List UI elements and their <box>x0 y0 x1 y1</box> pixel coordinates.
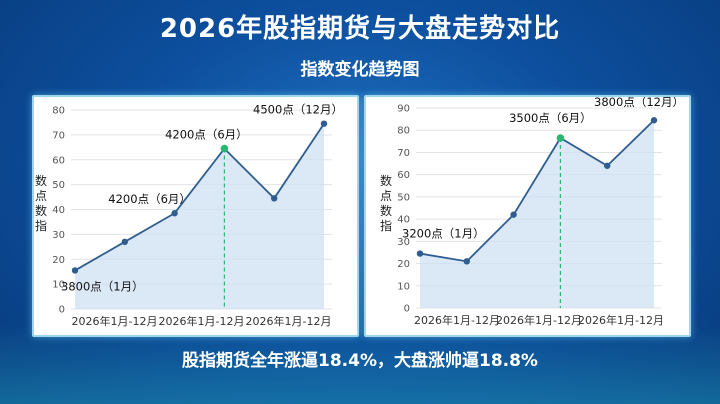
data-label: 4500点（12月） <box>253 103 343 117</box>
data-point <box>171 210 178 217</box>
y-tick-label: 20 <box>397 259 410 270</box>
y-tick-label: 70 <box>52 130 65 141</box>
y-tick-label: 50 <box>52 180 65 191</box>
y-axis-label: 数 <box>35 173 47 188</box>
chart-panel-right: 0 10 20 30 40 50 60 70 80 90 数点数指 3200点（1月） 3500点（6月… <box>364 95 691 337</box>
data-point <box>320 120 328 127</box>
y-tick-label: 60 <box>397 170 410 181</box>
page-title: 2026年股指期货与大盘走势对比 <box>159 14 561 44</box>
y-axis-label: 数 <box>380 203 392 218</box>
background-glow <box>0 324 720 404</box>
chart-panel-left: 0 10 20 30 40 50 60 70 80 数点数指 3800点（1月） 4200点（6月） 4… <box>32 95 359 337</box>
y-tick-label: 0 <box>59 305 65 316</box>
y-tick-label: 80 <box>397 126 410 137</box>
y-tick-label: 90 <box>397 104 410 115</box>
data-label: 3200点（1月） <box>402 227 485 241</box>
x-tick-label: 2026年1月-12月 <box>72 314 158 328</box>
y-axis-label: 数 <box>380 173 392 188</box>
series-area <box>420 120 654 308</box>
y-tick-label: 30 <box>52 230 65 241</box>
x-tick-label: 2026年1月-12月 <box>414 313 500 327</box>
x-tick-label: 2026年1月-12月 <box>578 313 664 327</box>
series-area <box>75 123 324 310</box>
y-tick-label: 10 <box>52 280 65 291</box>
data-point <box>71 267 79 274</box>
y-tick-label: 10 <box>397 281 410 292</box>
data-point <box>220 144 229 153</box>
x-tick-label: 2026年1月-12月 <box>246 314 332 328</box>
chart-right: 0102030405060708090数点数指3200点（1月）3500点（6月… <box>380 97 684 327</box>
data-label: 4200点（6月） <box>108 192 191 206</box>
y-tick-label: 70 <box>397 148 410 159</box>
x-tick-label: 2026年1月-12月 <box>159 314 245 328</box>
summary-text: 股指期货全年涨逼18.4%，大盘涨帅逼18.8% <box>182 351 538 371</box>
data-label: 4200点（6月） <box>165 128 248 142</box>
y-axis-label: 点 <box>35 189 47 203</box>
y-axis-label: 数 <box>35 203 47 218</box>
y-tick-label: 30 <box>397 237 410 248</box>
y-axis-label: 点 <box>380 189 392 203</box>
chart-left: 01020304050607080数点数指3800点（1月）4200点（6月）4… <box>35 103 343 328</box>
y-tick-label: 40 <box>397 215 410 226</box>
data-point <box>556 134 565 142</box>
data-point <box>416 250 424 257</box>
y-tick-label: 20 <box>52 255 65 266</box>
y-tick-label: 60 <box>52 155 65 166</box>
data-label: 3800点（12月） <box>594 97 684 109</box>
data-label: 3500点（6月） <box>509 111 592 125</box>
y-tick-label: 40 <box>52 205 65 216</box>
y-tick-label: 0 <box>404 304 410 315</box>
page-subtitle: 指数变化趋势图 <box>300 60 420 80</box>
data-point <box>271 195 278 202</box>
y-tick-label: 80 <box>52 106 65 117</box>
y-axis-label: 指 <box>35 218 47 233</box>
series-line <box>419 119 655 263</box>
series-line <box>74 123 325 272</box>
y-axis-label: 指 <box>380 218 392 233</box>
data-point <box>121 238 128 246</box>
data-point <box>463 258 470 265</box>
data-label: 3800点（1月） <box>61 279 144 293</box>
data-point <box>604 162 611 169</box>
y-tick-label: 50 <box>397 192 410 203</box>
data-point <box>510 211 517 218</box>
x-tick-label: 2026年1月-12月 <box>496 313 582 327</box>
data-point <box>650 117 658 124</box>
